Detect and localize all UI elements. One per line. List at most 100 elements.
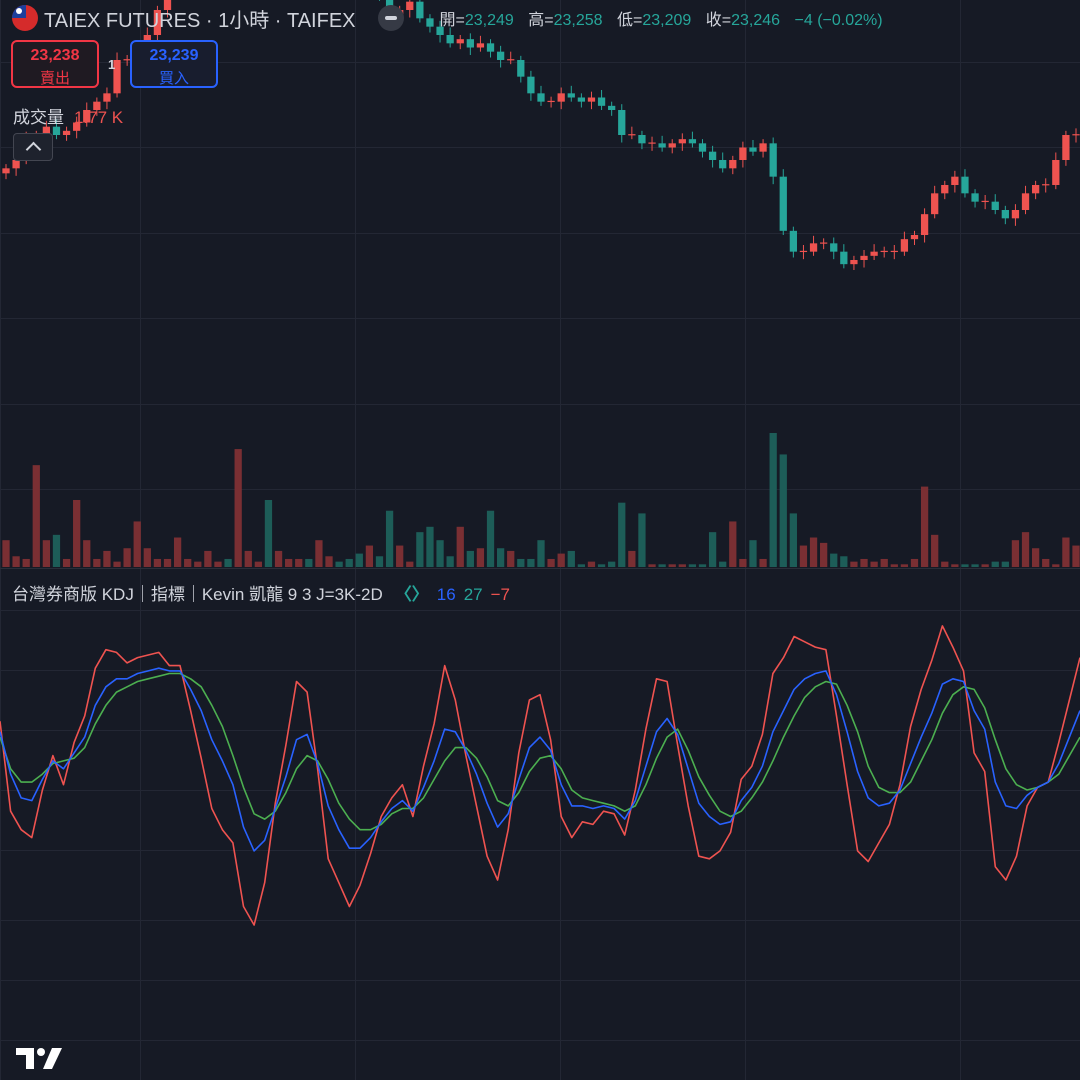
- volume-bar: [941, 561, 949, 567]
- candle-body: [870, 251, 878, 256]
- volume-bar: [244, 550, 252, 567]
- volume-bar: [910, 558, 919, 567]
- volume-bar: [123, 548, 131, 567]
- candle-body: [668, 143, 676, 148]
- kdj-k-line: [0, 667, 1080, 852]
- volume-bar: [416, 532, 424, 567]
- candle-body: [648, 142, 656, 144]
- candle-body: [779, 176, 787, 231]
- close-label: 收=: [705, 12, 732, 29]
- volume-bar: [153, 558, 162, 567]
- j-value: −7: [490, 585, 511, 604]
- volume-bar: [446, 556, 454, 567]
- candle-body: [406, 1, 414, 10]
- candle-body: [1031, 185, 1040, 194]
- candle-body: [486, 43, 495, 52]
- candle-body: [688, 139, 697, 144]
- volume-bar: [931, 534, 939, 567]
- volume-bar: [62, 558, 71, 567]
- candle-body: [1021, 193, 1030, 210]
- candle-body: [729, 160, 737, 169]
- volume-bar: [1001, 561, 1009, 567]
- candle-body: [961, 176, 969, 194]
- order-quantity[interactable]: 1: [108, 57, 116, 72]
- volume-label[interactable]: 成交量: [13, 108, 64, 127]
- candle-body: [123, 59, 131, 61]
- volume-bar: [476, 548, 485, 567]
- volume-bar: [991, 561, 999, 567]
- volume-bar: [920, 486, 929, 567]
- volume-bar: [224, 558, 232, 567]
- candle-body: [12, 160, 20, 169]
- ohlc-legend: 開=23,249 高=23,258 低=23,209 收=23,246 −4 (…: [440, 6, 883, 30]
- minus-pill-icon[interactable]: [377, 5, 404, 31]
- kdj-j-line: [0, 625, 1080, 926]
- candle-body: [153, 10, 162, 35]
- volume-bar: [809, 537, 818, 567]
- volume-bar: [1031, 548, 1040, 567]
- open-label: 開=: [439, 12, 465, 29]
- volume-bar: [567, 550, 575, 567]
- volume-bar: [608, 561, 616, 567]
- volume-bar: [315, 540, 323, 567]
- candle-body: [93, 101, 101, 110]
- collapse-legend-button[interactable]: [13, 133, 53, 161]
- tradingview-logo-icon[interactable]: [14, 1044, 64, 1072]
- volume-bar: [22, 558, 30, 567]
- candle-body: [840, 251, 848, 265]
- volume-bar: [557, 553, 565, 567]
- candle-body: [446, 35, 454, 44]
- candle-body: [1062, 135, 1070, 160]
- buy-button[interactable]: 23,239 買入: [130, 40, 218, 88]
- candle-body: [436, 26, 444, 35]
- volume-bar: [83, 540, 91, 567]
- candle-body: [103, 93, 111, 102]
- volume-bar: [396, 545, 404, 567]
- candle-body: [608, 105, 616, 110]
- low-label: 低=: [617, 12, 643, 29]
- volume-bar: [73, 500, 81, 567]
- candle-body: [496, 51, 505, 60]
- volume-bar: [194, 561, 202, 567]
- volume-bar: [708, 532, 717, 567]
- candle-body: [113, 60, 121, 94]
- volume-bar: [93, 558, 101, 567]
- candle-body: [830, 243, 838, 252]
- candle-body: [719, 160, 727, 169]
- volume-bar: [678, 564, 686, 567]
- volume-bar: [880, 558, 888, 567]
- volume-bar: [517, 558, 525, 567]
- volume-bar: [648, 564, 656, 567]
- candle-body: [597, 97, 606, 106]
- high-label: 高=: [528, 12, 554, 29]
- volume-bar: [981, 564, 989, 567]
- candle-body: [83, 110, 91, 123]
- candle-body: [951, 176, 959, 185]
- candle-body: [537, 93, 545, 102]
- volume-bar: [305, 558, 313, 567]
- candle-body: [759, 143, 767, 152]
- symbol-title[interactable]: TAIEX FUTURES · 1小時 · TAIFEX: [44, 9, 356, 32]
- candle-body: [799, 250, 808, 253]
- volume-bar: [32, 465, 40, 567]
- kdj-d-line: [0, 672, 1080, 831]
- volume-bar: [406, 561, 414, 567]
- source-code-icon[interactable]: 〈〉: [394, 585, 429, 604]
- candle-body: [567, 93, 575, 98]
- indicator-name[interactable]: 台灣券商版 KDJ｜指標｜Kevin 凱龍 9 3 J=3K-2D: [12, 585, 383, 604]
- volume-bar: [1072, 545, 1080, 567]
- sell-button[interactable]: 23,238 賣出: [11, 40, 99, 88]
- candle-body: [1011, 210, 1020, 219]
- candle-body: [557, 93, 565, 102]
- candle-body: [931, 193, 939, 215]
- candle-body: [941, 185, 949, 194]
- volume-bar: [325, 556, 333, 567]
- volume-bar: [820, 542, 828, 567]
- candle-body: [880, 250, 888, 253]
- volume-bar: [12, 556, 20, 567]
- candle-body: [971, 193, 979, 202]
- candle-body: [658, 143, 666, 148]
